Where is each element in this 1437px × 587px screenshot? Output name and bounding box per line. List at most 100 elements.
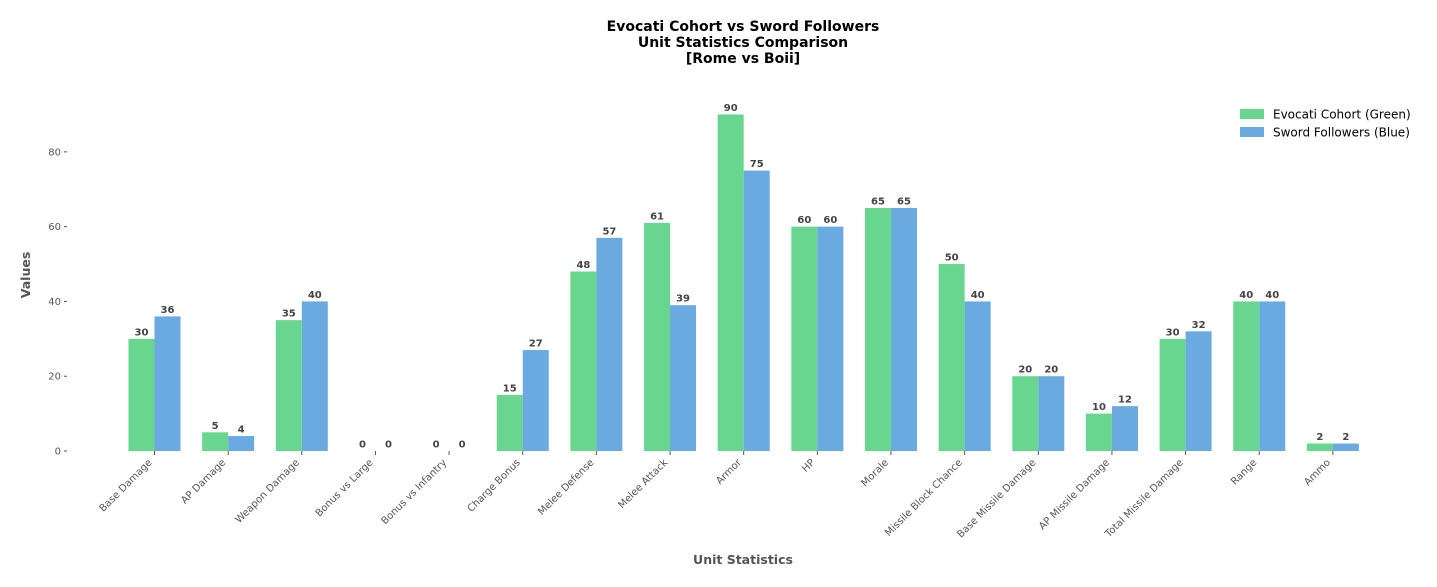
x-tick-label: Total Missile Damage [1103,457,1186,540]
bar-sword-followers [228,436,255,451]
bar-evocati [128,338,155,451]
bar-evocati [1233,301,1260,451]
bar-sword-followers [301,301,328,451]
bar-value-label: 10 [1092,402,1106,413]
bar-value-label: 36 [161,305,175,316]
bar-value-label: 65 [897,196,911,207]
x-tick-label: Weapon Damage [233,457,301,525]
bar-evocati [1012,376,1039,451]
bar-value-label: 32 [1192,320,1206,331]
chart-title-line: [Rome vs Boii] [686,51,800,67]
bar-value-label: 4 [238,425,245,436]
bar-value-label: 0 [433,440,440,451]
legend: Evocati Cohort (Green) Sword Followers (B… [1240,108,1411,140]
bar-value-label: 2 [1316,432,1323,443]
bar-sword-followers [1185,331,1212,451]
bar-value-label: 40 [1265,290,1279,301]
bar-value-label: 50 [945,253,959,264]
bar-evocati [1159,338,1186,451]
bar-value-label: 61 [650,211,664,222]
bar-value-label: 40 [1239,290,1253,301]
x-tick-label: Base Missile Damage [955,457,1038,540]
x-axis-label: Unit Statistics [693,552,793,567]
bar-evocati [570,271,597,451]
bar-sword-followers [964,301,991,451]
bars [128,114,1359,451]
bar-evocati [1085,413,1112,451]
x-tick-label: Melee Attack [616,457,670,511]
bar-value-label: 27 [529,339,543,350]
bar-value-label: 40 [971,290,985,301]
bar-value-label: 15 [503,383,517,394]
bar-sword-followers [670,305,697,451]
bar-evocati [275,320,302,451]
y-tick-label: 40 [48,297,61,308]
bar-value-label: 20 [1044,365,1058,376]
chart-title-line: Evocati Cohort vs Sword Followers [607,19,880,35]
bar-value-label: 30 [135,327,149,338]
bar-evocati [496,394,523,451]
bar-value-label: 30 [1166,327,1180,338]
y-axis-label: Values [18,252,33,299]
x-tick-label: AP Damage [179,457,228,506]
x-tick-label: Base Damage [98,457,155,514]
bar-value-label: 60 [823,215,837,226]
legend-label: Evocati Cohort (Green) [1273,108,1411,122]
bar-sword-followers [154,316,181,451]
legend-swatch [1240,127,1264,137]
bar-value-label: 39 [676,294,690,305]
bar-value-label: 0 [459,440,466,451]
x-axis: Base Damage AP Damage Weapon Damage Bonus v… [98,451,1334,540]
bar-evocati [938,264,965,451]
bar-evocati [644,222,671,451]
bar-value-label: 0 [385,440,392,451]
bar-value-label: 12 [1118,395,1132,406]
bar-value-label: 0 [359,440,366,451]
bar-value-label: 75 [750,159,764,170]
y-axis: 0 20 40 60 80 [48,147,67,458]
bar-value-labels: 30 5 35 0 0 15 48 61 90 60 65 50 20 10 30 40 2 36 4 40 0 0 27 5… [135,103,1350,451]
y-tick-label: 60 [48,222,61,233]
y-tick-label: 0 [55,447,61,458]
bar-value-label: 20 [1018,365,1032,376]
bar-value-label: 65 [871,196,885,207]
bar-evocati [717,114,744,451]
bar-sword-followers [1111,406,1138,451]
chart-title-line: Unit Statistics Comparison [638,35,848,51]
legend-label: Sword Followers (Blue) [1273,126,1410,140]
x-tick-label: Melee Defense [536,457,596,517]
x-tick-label: Bonus vs Infantry [380,457,450,527]
bar-evocati [865,207,891,451]
bar-evocati [202,432,229,451]
bar-evocati [791,226,818,451]
x-tick-label: Armor [714,457,744,487]
legend-swatch [1240,109,1264,119]
x-tick-label: Ammo [1302,457,1333,488]
bar-sword-followers [817,226,844,451]
bar-value-label: 90 [724,103,738,114]
x-tick-label: Range [1229,457,1259,487]
bar-sword-followers [596,237,623,451]
x-tick-label: Charge Bonus [466,457,523,514]
bar-sword-followers [1332,443,1359,451]
bar-value-label: 5 [212,421,219,432]
y-tick-label: 80 [48,147,61,158]
x-tick-label: Bonus vs Large [314,457,376,519]
bar-value-label: 35 [282,309,296,320]
x-tick-label: Morale [859,457,891,489]
bar-sword-followers [743,170,770,451]
y-tick-label: 20 [48,372,61,383]
bar-sword-followers [1038,376,1065,451]
bar-value-label: 40 [308,290,322,301]
bar-sword-followers [522,350,549,451]
bar-evocati [1306,443,1333,451]
bar-value-label: 57 [602,226,616,237]
x-tick-label: HP [800,457,817,474]
x-tick-label: AP Missile Damage [1037,457,1112,532]
bar-sword-followers [891,207,917,451]
bar-value-label: 60 [797,215,811,226]
bar-value-label: 48 [576,260,590,271]
